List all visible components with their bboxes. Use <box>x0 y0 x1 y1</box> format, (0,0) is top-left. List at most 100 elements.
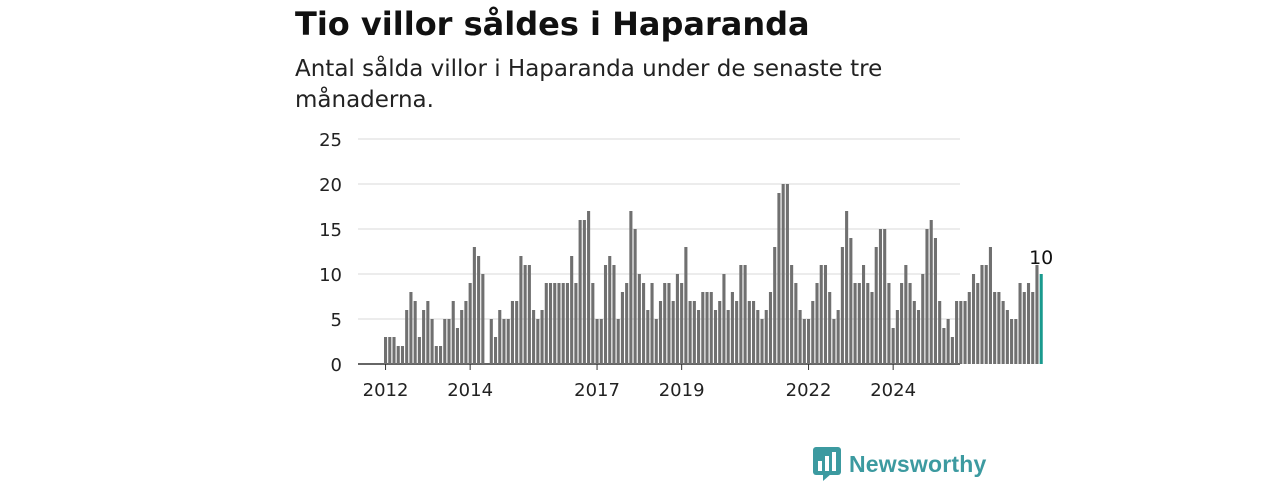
bar <box>764 310 768 364</box>
bar <box>726 310 730 364</box>
bar <box>959 301 963 364</box>
bar <box>570 256 574 364</box>
bar <box>777 193 781 364</box>
bar <box>895 310 899 364</box>
bar <box>616 319 620 364</box>
y-axis-ticks: 0 5 10 15 20 25 <box>319 130 342 376</box>
bar <box>629 211 633 364</box>
bar <box>422 310 426 364</box>
bar <box>916 310 921 364</box>
bar <box>942 328 946 364</box>
bar <box>730 292 734 364</box>
bar <box>477 256 481 364</box>
bar <box>697 310 701 364</box>
bar <box>883 229 887 364</box>
bar <box>743 265 747 364</box>
bar <box>595 319 599 364</box>
y-tick-label: 0 <box>331 355 342 376</box>
bar <box>633 229 637 364</box>
bar <box>1018 283 1022 364</box>
y-tick-label: 20 <box>319 175 342 196</box>
bar <box>688 301 692 364</box>
bar <box>955 301 959 364</box>
bar <box>544 283 548 364</box>
bar <box>557 283 561 364</box>
bar <box>532 310 536 364</box>
bar <box>671 301 675 364</box>
y-tick-label: 15 <box>319 220 342 241</box>
bar <box>658 301 663 364</box>
bar <box>654 319 658 364</box>
bar <box>464 301 468 364</box>
bar <box>984 265 988 364</box>
bar <box>663 283 667 364</box>
bar <box>510 301 514 364</box>
bar <box>519 256 523 364</box>
bar <box>409 292 413 364</box>
bar <box>574 283 578 364</box>
newsworthy-logo[interactable]: Newsworthy <box>813 446 986 482</box>
bar <box>912 301 916 364</box>
bar <box>781 184 785 364</box>
bar <box>434 346 438 364</box>
bar <box>603 265 608 364</box>
bar <box>845 211 849 364</box>
bar <box>396 346 400 364</box>
bar <box>815 283 819 364</box>
bar <box>807 319 811 364</box>
bar <box>498 310 502 364</box>
bar <box>849 238 853 364</box>
bar <box>739 265 743 364</box>
bar <box>493 337 498 364</box>
bar <box>790 265 794 364</box>
bar <box>773 247 777 364</box>
bar <box>980 265 984 364</box>
bar <box>489 319 493 364</box>
bar <box>1035 265 1039 364</box>
bar <box>878 229 883 364</box>
bar <box>976 283 980 364</box>
bar <box>929 220 933 364</box>
chart-subtitle: Antal sålda villor i Haparanda under de … <box>295 56 883 113</box>
bar <box>921 274 925 364</box>
y-tick-label: 25 <box>319 130 342 151</box>
bar <box>1005 310 1009 364</box>
bar <box>578 220 582 364</box>
bar <box>565 283 569 364</box>
y-tick-label: 10 <box>319 265 342 286</box>
bar <box>667 283 671 364</box>
bar <box>392 337 396 364</box>
bar <box>502 319 506 364</box>
bar <box>599 319 603 364</box>
bar <box>684 247 688 364</box>
bar <box>426 301 430 364</box>
bar <box>938 301 942 364</box>
bar <box>811 301 815 364</box>
bar <box>388 337 392 364</box>
bar <box>642 283 646 364</box>
bar <box>443 319 447 364</box>
bar <box>515 301 519 364</box>
bar <box>828 292 832 364</box>
bar <box>608 256 612 364</box>
x-tick-label: 2012 <box>363 380 409 401</box>
bar <box>1010 319 1014 364</box>
bar <box>866 283 870 364</box>
bar <box>587 211 591 364</box>
bar <box>650 283 654 364</box>
bar <box>752 301 756 364</box>
newsworthy-chart-icon <box>813 447 841 481</box>
bar <box>675 274 679 364</box>
bar <box>1022 292 1026 364</box>
bar <box>646 310 650 364</box>
bar <box>904 265 908 364</box>
x-tick-label: 2017 <box>574 380 620 401</box>
bar <box>451 301 455 364</box>
last-value-label: 10 <box>1029 247 1053 269</box>
bar <box>561 283 565 364</box>
bar <box>718 301 722 364</box>
bar <box>874 247 878 364</box>
bar <box>713 310 718 364</box>
bar <box>832 319 836 364</box>
bar <box>823 265 828 364</box>
